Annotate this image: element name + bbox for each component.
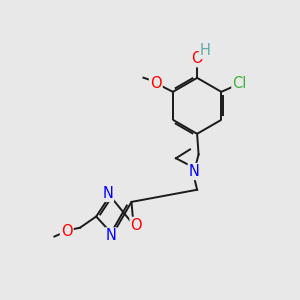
Text: O: O xyxy=(150,76,162,91)
Text: N: N xyxy=(106,229,117,244)
Text: O: O xyxy=(61,224,73,239)
Text: Cl: Cl xyxy=(232,76,247,91)
Text: O: O xyxy=(130,218,142,233)
Text: H: H xyxy=(200,43,211,58)
Text: N: N xyxy=(102,186,113,201)
Text: O: O xyxy=(191,51,203,66)
Text: N: N xyxy=(189,164,200,179)
